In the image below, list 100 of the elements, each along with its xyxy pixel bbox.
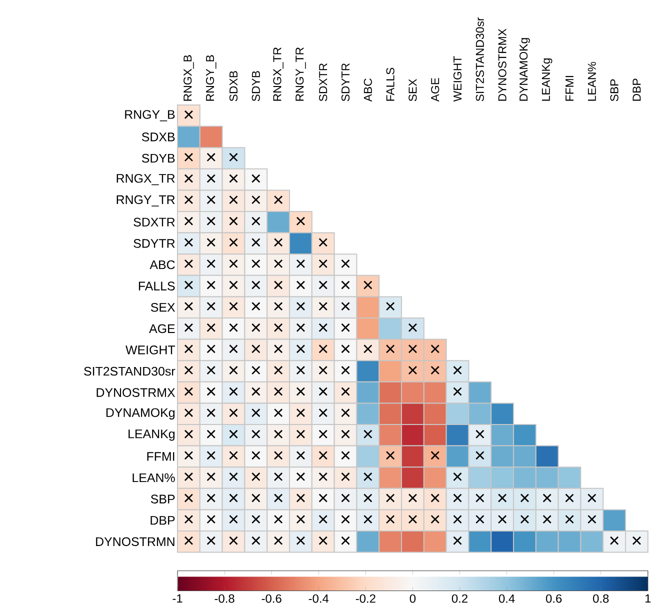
data-label: × bbox=[588, 494, 596, 502]
data-label: × bbox=[206, 451, 216, 460]
data-label: × bbox=[274, 196, 283, 204]
data-label: × bbox=[252, 259, 260, 268]
data-label: × bbox=[206, 323, 216, 332]
y-tick-label: FFMI bbox=[147, 452, 174, 461]
x-tick-label: WEIGHT bbox=[453, 56, 462, 102]
data-label: × bbox=[229, 387, 238, 396]
data-label: × bbox=[229, 430, 238, 438]
y-tick-label: AGE bbox=[149, 324, 175, 334]
data-label: × bbox=[318, 302, 328, 311]
color-bar-label: 1 bbox=[645, 594, 651, 603]
data-label: × bbox=[274, 344, 283, 354]
data-label: × bbox=[408, 515, 417, 524]
data-label: × bbox=[542, 494, 552, 502]
color-bar-label: -0.4 bbox=[308, 594, 329, 603]
data-label: × bbox=[229, 152, 238, 162]
data-label: × bbox=[341, 472, 350, 481]
data-label: × bbox=[386, 344, 395, 354]
data-label: × bbox=[341, 408, 350, 418]
data-label: × bbox=[229, 259, 238, 268]
data-label: × bbox=[296, 216, 305, 226]
data-label: × bbox=[341, 344, 350, 354]
data-label: × bbox=[184, 110, 193, 119]
data-label: × bbox=[274, 408, 283, 418]
data-label: × bbox=[184, 259, 193, 268]
data-label: × bbox=[341, 387, 350, 396]
color-bar-label: 0.2 bbox=[452, 594, 468, 603]
data-label: × bbox=[184, 280, 193, 290]
color-bar-label: -0.6 bbox=[262, 594, 282, 603]
y-tick-label: SDXTR bbox=[134, 218, 175, 227]
data-label: × bbox=[565, 494, 574, 502]
data-label: × bbox=[206, 259, 216, 268]
data-label: × bbox=[274, 536, 283, 545]
x-tick-label: SEX bbox=[408, 78, 417, 102]
data-label: × bbox=[341, 302, 350, 311]
data-label: × bbox=[408, 494, 417, 502]
data-label: × bbox=[453, 387, 462, 396]
data-label: × bbox=[318, 280, 328, 290]
data-label: × bbox=[229, 238, 238, 247]
data-label: × bbox=[206, 216, 216, 226]
data-label: × bbox=[364, 494, 372, 502]
data-label: × bbox=[476, 451, 484, 460]
y-tick-label: ABC bbox=[150, 260, 175, 270]
data-label: × bbox=[520, 515, 529, 524]
data-label: × bbox=[229, 323, 238, 332]
data-label: × bbox=[341, 259, 350, 268]
data-label: × bbox=[318, 472, 328, 481]
data-label: × bbox=[318, 387, 328, 396]
data-label: × bbox=[229, 216, 238, 226]
x-tick-label: RNGY_TR bbox=[296, 47, 306, 101]
data-label: × bbox=[184, 152, 193, 162]
data-label: × bbox=[252, 174, 260, 183]
color-bar-label: 0.6 bbox=[546, 594, 562, 603]
data-label: × bbox=[229, 344, 238, 354]
data-label: × bbox=[229, 366, 238, 374]
data-label: × bbox=[184, 323, 193, 332]
data-label: × bbox=[430, 515, 440, 524]
data-label: × bbox=[184, 387, 193, 396]
data-label: × bbox=[274, 366, 283, 374]
data-label: × bbox=[341, 280, 350, 290]
x-tick-label: AGE bbox=[431, 78, 440, 102]
data-label: × bbox=[453, 536, 462, 545]
data-label: × bbox=[274, 472, 283, 481]
data-label: × bbox=[296, 472, 305, 481]
data-label: × bbox=[318, 451, 328, 460]
x-tick-label: SDYTR bbox=[341, 63, 350, 102]
data-label: × bbox=[206, 515, 216, 524]
x-tick-label: DYNAMOKg bbox=[520, 38, 530, 101]
data-label: × bbox=[229, 280, 238, 290]
color-bar-label: 0.4 bbox=[498, 594, 515, 603]
data-label: × bbox=[206, 280, 216, 290]
data-label: × bbox=[274, 430, 283, 438]
data-label: × bbox=[252, 387, 260, 396]
data-label: × bbox=[229, 196, 238, 204]
data-label: × bbox=[318, 259, 328, 268]
data-label: × bbox=[252, 494, 260, 502]
data-label: × bbox=[252, 515, 260, 524]
x-tick-label: ABC bbox=[364, 78, 372, 102]
data-label: × bbox=[498, 515, 507, 524]
x-tick-label: FALLS bbox=[386, 68, 394, 101]
data-label: × bbox=[184, 536, 193, 545]
data-label: × bbox=[184, 472, 193, 481]
y-tick-label: RNGY_B bbox=[125, 110, 175, 122]
data-label: × bbox=[296, 494, 305, 502]
data-label: × bbox=[430, 366, 440, 374]
data-label: × bbox=[206, 366, 216, 374]
data-label: × bbox=[296, 344, 305, 354]
data-label: × bbox=[453, 494, 462, 502]
data-label: × bbox=[274, 387, 283, 396]
data-label: × bbox=[274, 259, 283, 268]
data-label: × bbox=[364, 344, 372, 354]
y-tick-label: LEANKg bbox=[128, 430, 175, 441]
x-tick-label: LEAN% bbox=[588, 62, 596, 101]
x-tick-label: SBP bbox=[610, 79, 618, 102]
data-label: × bbox=[206, 196, 216, 204]
data-label: × bbox=[318, 323, 328, 332]
x-tick-label: DYNOSTRMX bbox=[498, 28, 506, 101]
x-tick-label: DBP bbox=[632, 78, 641, 101]
data-label: × bbox=[476, 430, 484, 438]
